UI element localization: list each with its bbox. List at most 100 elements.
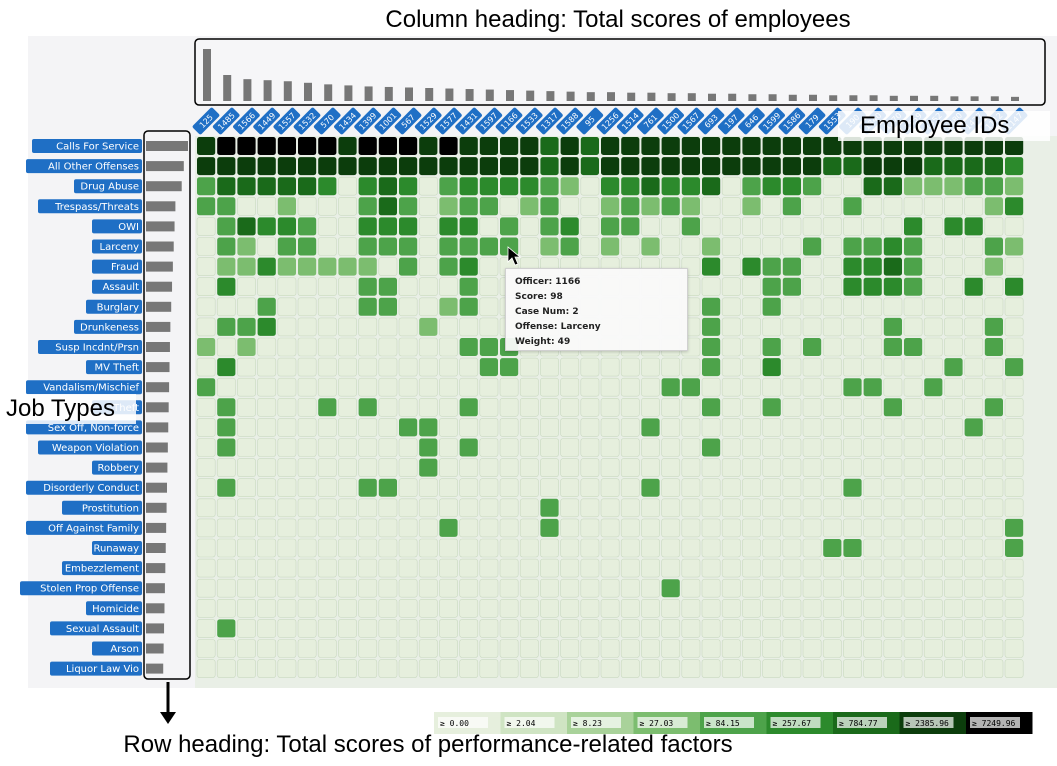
- cell-r7-c0[interactable]: [196, 277, 216, 297]
- cell-r5-c29[interactable]: [782, 237, 802, 256]
- cell-r18-c23[interactable]: [661, 498, 681, 518]
- cell-r22-c23[interactable]: [661, 579, 680, 598]
- cell-r5-c6[interactable]: [317, 237, 337, 256]
- cell-r4-c7[interactable]: [338, 217, 357, 236]
- cell-r14-c40[interactable]: [1004, 418, 1024, 437]
- cell-r19-c19[interactable]: [580, 518, 600, 538]
- cell-r13-c40[interactable]: [1004, 397, 1024, 417]
- cell-r21-c35[interactable]: [903, 558, 923, 578]
- cell-r4-c29[interactable]: [782, 217, 802, 236]
- cell-r23-c28[interactable]: [762, 598, 782, 618]
- cell-r21-c4[interactable]: [277, 558, 297, 578]
- cell-r10-c6[interactable]: [317, 337, 337, 357]
- cell-r18-c27[interactable]: [742, 498, 761, 518]
- cell-r23-c36[interactable]: [923, 598, 943, 618]
- cell-r5-c37[interactable]: [944, 237, 963, 256]
- cell-r9-c40[interactable]: [1004, 317, 1024, 337]
- cell-r13-c37[interactable]: [944, 397, 963, 417]
- cell-r5-c23[interactable]: [661, 237, 681, 256]
- cell-r14-c17[interactable]: [540, 418, 559, 437]
- cell-r1-c8[interactable]: [358, 157, 377, 176]
- cell-r1-c32[interactable]: [843, 157, 862, 176]
- cell-r2-c27[interactable]: [742, 177, 761, 196]
- cell-r15-c30[interactable]: [802, 438, 822, 457]
- cell-r23-c7[interactable]: [338, 598, 357, 618]
- cell-r25-c25[interactable]: [701, 639, 721, 658]
- cell-r16-c30[interactable]: [802, 458, 822, 477]
- cell-r5-c26[interactable]: [721, 237, 741, 256]
- cell-r12-c5[interactable]: [297, 377, 317, 397]
- cell-r23-c25[interactable]: [701, 598, 721, 618]
- cell-r15-c27[interactable]: [742, 438, 761, 457]
- cell-r26-c0[interactable]: [196, 659, 216, 678]
- cell-r21-c33[interactable]: [863, 558, 883, 578]
- cell-r25-c17[interactable]: [540, 639, 559, 658]
- cell-r21-c19[interactable]: [580, 558, 600, 578]
- cell-r4-c32[interactable]: [843, 217, 862, 236]
- cell-r6-c35[interactable]: [904, 257, 923, 276]
- cell-r0-c16[interactable]: [520, 137, 539, 155]
- cell-r17-c16[interactable]: [519, 478, 539, 498]
- cell-r26-c13[interactable]: [459, 659, 479, 678]
- cell-r5-c10[interactable]: [399, 237, 418, 256]
- cell-r7-c38[interactable]: [964, 277, 983, 296]
- cell-r16-c33[interactable]: [863, 458, 883, 477]
- cell-r9-c2[interactable]: [237, 317, 256, 336]
- cell-r20-c21[interactable]: [620, 538, 640, 558]
- cell-r14-c32[interactable]: [843, 418, 862, 437]
- cell-r11-c32[interactable]: [843, 357, 862, 377]
- cell-r11-c18[interactable]: [560, 357, 580, 377]
- cell-r16-c25[interactable]: [701, 458, 721, 477]
- cell-r20-c13[interactable]: [459, 538, 479, 558]
- cell-r25-c23[interactable]: [661, 639, 681, 658]
- cell-r3-c6[interactable]: [317, 197, 337, 216]
- cell-r7-c11[interactable]: [418, 277, 438, 297]
- cell-r18-c1[interactable]: [216, 498, 236, 518]
- cell-r14-c1[interactable]: [217, 418, 236, 437]
- cell-r17-c14[interactable]: [479, 478, 499, 498]
- cell-r6-c0[interactable]: [196, 257, 216, 276]
- cell-r18-c33[interactable]: [863, 498, 883, 518]
- cell-r26-c27[interactable]: [742, 659, 761, 678]
- job-type-label-26[interactable]: Liquor Law Vio: [50, 661, 142, 676]
- cell-r19-c10[interactable]: [398, 518, 418, 538]
- cell-r2-c40[interactable]: [1005, 177, 1024, 196]
- cell-r17-c30[interactable]: [802, 478, 822, 498]
- cell-r0-c27[interactable]: [742, 137, 761, 155]
- cell-r23-c18[interactable]: [560, 598, 580, 618]
- cell-r17-c10[interactable]: [398, 478, 418, 498]
- cell-r17-c37[interactable]: [944, 478, 963, 498]
- cell-r18-c31[interactable]: [822, 498, 842, 518]
- cell-r2-c39[interactable]: [984, 177, 1003, 196]
- cell-r4-c36[interactable]: [923, 217, 943, 236]
- cell-r21-c9[interactable]: [378, 558, 398, 578]
- cell-r21-c26[interactable]: [721, 558, 741, 578]
- cell-r6-c25[interactable]: [702, 257, 721, 276]
- cell-r9-c10[interactable]: [398, 317, 418, 337]
- cell-r4-c22[interactable]: [641, 217, 660, 236]
- cell-r17-c7[interactable]: [338, 478, 357, 498]
- cell-r10-c4[interactable]: [277, 337, 297, 357]
- cell-r26-c22[interactable]: [641, 659, 660, 678]
- cell-r19-c21[interactable]: [620, 518, 640, 538]
- cell-r21-c3[interactable]: [257, 558, 277, 578]
- cell-r13-c15[interactable]: [499, 397, 519, 417]
- cell-r8-c30[interactable]: [802, 297, 822, 317]
- cell-r25-c38[interactable]: [964, 639, 984, 658]
- cell-r13-c7[interactable]: [338, 397, 357, 417]
- cell-r4-c26[interactable]: [721, 217, 741, 236]
- cell-r26-c33[interactable]: [863, 659, 883, 678]
- cell-r25-c6[interactable]: [317, 639, 337, 658]
- cell-r7-c14[interactable]: [479, 277, 499, 297]
- cell-r12-c34[interactable]: [883, 377, 903, 397]
- cell-r5-c9[interactable]: [378, 237, 397, 256]
- cell-r3-c40[interactable]: [1005, 197, 1024, 216]
- cell-r16-c28[interactable]: [762, 458, 782, 477]
- cell-r24-c28[interactable]: [762, 619, 782, 638]
- cell-r26-c34[interactable]: [883, 659, 903, 678]
- cell-r9-c36[interactable]: [923, 317, 943, 337]
- cell-r19-c20[interactable]: [600, 518, 620, 538]
- cell-r13-c18[interactable]: [560, 397, 580, 417]
- cell-r11-c37[interactable]: [944, 358, 963, 377]
- cell-r21-c13[interactable]: [459, 558, 479, 578]
